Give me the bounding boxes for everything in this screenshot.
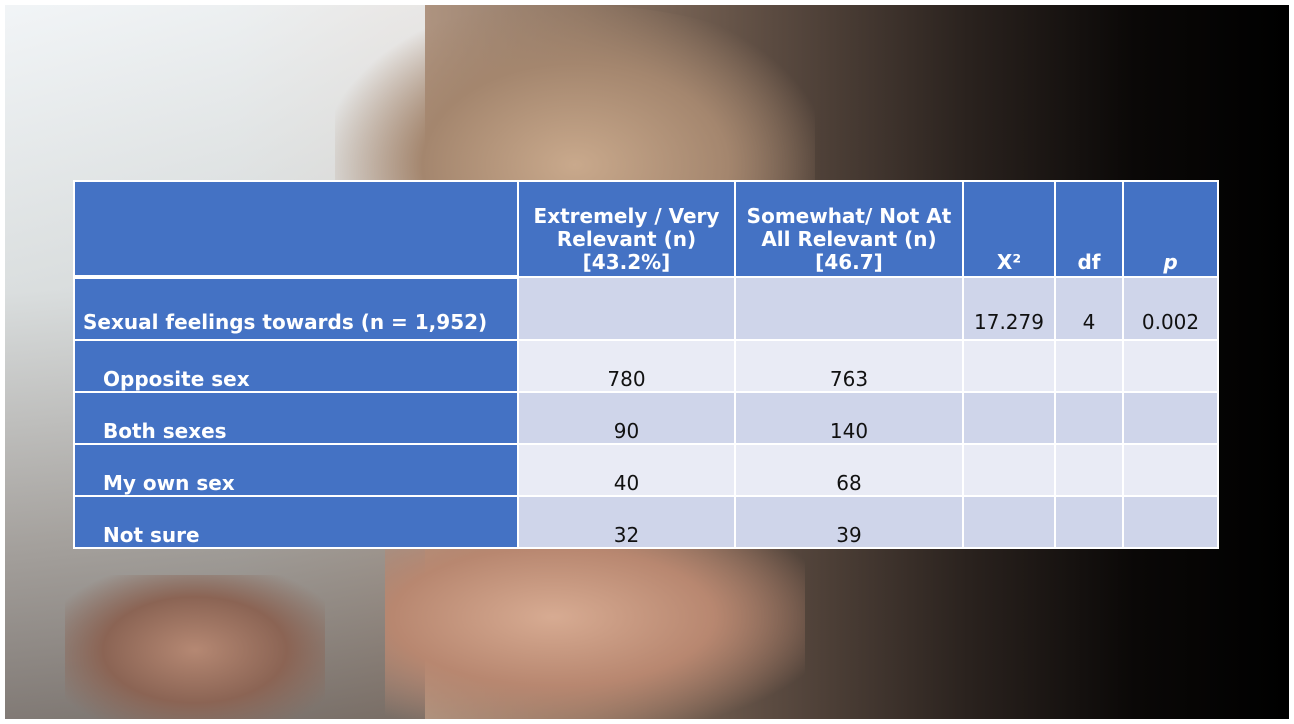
- empty-cell: [1122, 339, 1219, 393]
- header-text: X²: [996, 250, 1022, 274]
- table-row: My own sex 40 68: [73, 443, 1219, 497]
- data-cell: 32: [517, 495, 736, 549]
- empty-cell: [1054, 495, 1124, 549]
- empty-cell: [1054, 443, 1124, 497]
- header-text: df: [1077, 250, 1101, 274]
- empty-cell: [734, 276, 964, 341]
- empty-cell: [517, 276, 736, 341]
- header-cell: Somewhat/ Not At All Relevant (n) [46.7]: [734, 180, 964, 278]
- results-table: Extremely / Very Relevant (n) [43.2%] Som…: [73, 180, 1219, 549]
- header-text: Somewhat/ Not At All Relevant (n) [46.7]: [746, 204, 952, 274]
- header-cell: [73, 180, 519, 278]
- row-label: Opposite sex: [73, 339, 519, 393]
- data-cell: 40: [517, 443, 736, 497]
- header-text: Extremely / Very Relevant (n) [43.2%]: [533, 204, 720, 274]
- row-label: Not sure: [73, 495, 519, 549]
- data-cell: 140: [734, 391, 964, 445]
- data-cell: 763: [734, 339, 964, 393]
- empty-cell: [962, 339, 1056, 393]
- header-cell: X²: [962, 180, 1056, 278]
- data-cell: 4: [1054, 276, 1124, 341]
- header-cell: p: [1122, 180, 1219, 278]
- data-cell: 39: [734, 495, 964, 549]
- empty-cell: [962, 443, 1056, 497]
- table-row: Both sexes 90 140: [73, 391, 1219, 445]
- data-cell: 90: [517, 391, 736, 445]
- header-text: p: [1163, 250, 1178, 274]
- row-label: My own sex: [73, 443, 519, 497]
- header-cell: df: [1054, 180, 1124, 278]
- row-label: Both sexes: [73, 391, 519, 445]
- table-row: Not sure 32 39: [73, 495, 1219, 549]
- data-cell: 17.279: [962, 276, 1056, 341]
- empty-cell: [1122, 495, 1219, 549]
- table-row: Sexual feelings towards (n = 1,952) 17.27…: [73, 275, 1219, 341]
- header-row: Extremely / Very Relevant (n) [43.2%] Som…: [73, 180, 1219, 278]
- empty-cell: [1122, 391, 1219, 445]
- row-label: Sexual feelings towards (n = 1,952): [73, 275, 519, 341]
- empty-cell: [1054, 391, 1124, 445]
- empty-cell: [962, 391, 1056, 445]
- empty-cell: [1054, 339, 1124, 393]
- data-cell: 780: [517, 339, 736, 393]
- data-cell: 68: [734, 443, 964, 497]
- table-row: Opposite sex 780 763: [73, 339, 1219, 393]
- data-cell: 0.002: [1122, 276, 1219, 341]
- header-cell: Extremely / Very Relevant (n) [43.2%]: [517, 180, 736, 278]
- empty-cell: [1122, 443, 1219, 497]
- empty-cell: [962, 495, 1056, 549]
